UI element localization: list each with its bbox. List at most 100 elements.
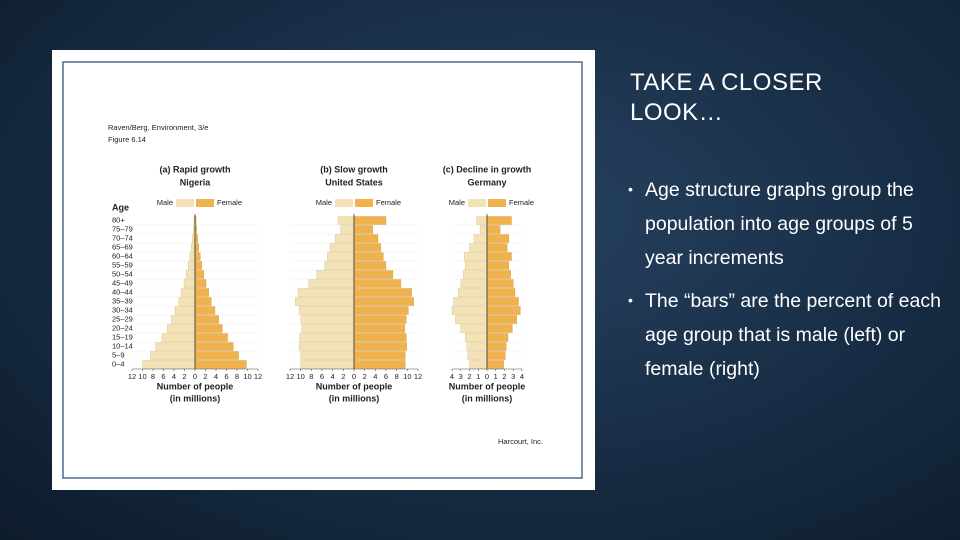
legend-label: Female (217, 198, 242, 207)
bar-male (300, 315, 355, 324)
bar-female (353, 216, 387, 225)
legend-swatch (355, 199, 373, 207)
bar-male (316, 270, 355, 279)
x-tick-label: 3 (459, 372, 463, 381)
y-tick-label: 0–4 (112, 359, 125, 368)
bar-male (295, 297, 355, 306)
legend-label: Male (316, 198, 332, 207)
legend-swatch (176, 199, 194, 207)
y-tick-label: 60–64 (112, 251, 133, 260)
bar-male (457, 288, 488, 297)
bar-male (460, 279, 488, 288)
bar-male (300, 360, 355, 369)
bar-female (353, 234, 379, 243)
x-tick-label: 12 (414, 372, 422, 381)
bar-female (486, 234, 510, 243)
x-tick-label: 12 (128, 372, 136, 381)
bar-female (353, 261, 387, 270)
y-tick-label: 15–19 (112, 332, 133, 341)
chart-subtitle: United States (325, 177, 383, 187)
legend-swatch (335, 199, 353, 207)
bar-female (353, 351, 406, 360)
bar-male (155, 342, 196, 351)
bar-female (194, 270, 205, 279)
bar-female (486, 324, 513, 333)
bar-female (353, 315, 407, 324)
y-tick-label: 55–59 (112, 260, 133, 269)
bar-male (451, 306, 488, 315)
chart-subtitle: Germany (467, 177, 506, 187)
bar-female (353, 333, 407, 342)
x-axis-note: (in millions) (170, 393, 221, 403)
chart-subtitle: Nigeria (180, 177, 212, 187)
bar-female (486, 342, 507, 351)
chart-title: (c) Decline in growth (443, 164, 532, 174)
x-tick-label: 12 (286, 372, 294, 381)
bar-male (150, 351, 196, 360)
bar-female (194, 333, 228, 342)
bar-male (467, 351, 488, 360)
x-tick-label: 4 (520, 372, 524, 381)
bar-female (486, 270, 511, 279)
x-tick-label: 2 (467, 372, 471, 381)
x-tick-label: 4 (214, 372, 218, 381)
bar-male (171, 315, 196, 324)
bar-male (473, 234, 488, 243)
bar-male (476, 216, 488, 225)
x-tick-label: 12 (254, 372, 262, 381)
bar-male (464, 252, 488, 261)
bar-male (453, 297, 488, 306)
x-tick-label: 0 (352, 372, 356, 381)
legend-swatch (488, 199, 506, 207)
bar-female (486, 261, 510, 270)
bar-male (469, 360, 488, 369)
bar-female (486, 306, 521, 315)
x-tick-label: 8 (309, 372, 313, 381)
bar-female (194, 279, 207, 288)
chart-title: (b) Slow growth (320, 164, 388, 174)
legend-label: Male (157, 198, 173, 207)
y-tick-label: 70–74 (112, 233, 133, 242)
x-tick-label: 6 (320, 372, 324, 381)
bar-male (181, 288, 196, 297)
y-tick-label: 45–49 (112, 278, 133, 287)
bar-male (167, 324, 196, 333)
bar-female (194, 252, 201, 261)
figure-border (62, 61, 583, 479)
x-tick-label: 4 (450, 372, 454, 381)
x-tick-label: 2 (363, 372, 367, 381)
figure: Raven/Berg, Environment, 3/e Figure 6.14… (62, 61, 583, 479)
x-tick-label: 2 (182, 372, 186, 381)
y-tick-label: 10–14 (112, 341, 133, 350)
bar-male (174, 306, 196, 315)
y-tick-label: 75–79 (112, 224, 133, 233)
y-tick-label: 65–69 (112, 242, 133, 251)
bar-female (353, 306, 409, 315)
y-axis-label: Age (112, 202, 129, 212)
bar-female (194, 342, 234, 351)
bar-male (340, 225, 355, 234)
bar-female (486, 288, 516, 297)
bar-male (324, 261, 355, 270)
x-tick-label: 0 (485, 372, 489, 381)
bar-female (353, 360, 406, 369)
y-tick-label: 30–34 (112, 305, 133, 314)
bar-female (353, 288, 412, 297)
bar-male (469, 243, 488, 252)
bar-female (194, 324, 223, 333)
bar-male (185, 270, 196, 279)
x-axis-label: Number of people (449, 381, 526, 391)
bar-female (486, 252, 512, 261)
bar-female (353, 297, 414, 306)
bar-female (194, 261, 202, 270)
y-tick-label: 5–9 (112, 350, 125, 359)
bar-female (486, 243, 508, 252)
x-tick-label: 10 (403, 372, 411, 381)
bar-female (194, 297, 212, 306)
x-tick-label: 6 (161, 372, 165, 381)
y-tick-label: 25–29 (112, 314, 133, 323)
y-tick-label: 20–24 (112, 323, 133, 332)
x-tick-label: 2 (502, 372, 506, 381)
bar-female (353, 252, 384, 261)
y-tick-label: 80+ (112, 215, 125, 224)
